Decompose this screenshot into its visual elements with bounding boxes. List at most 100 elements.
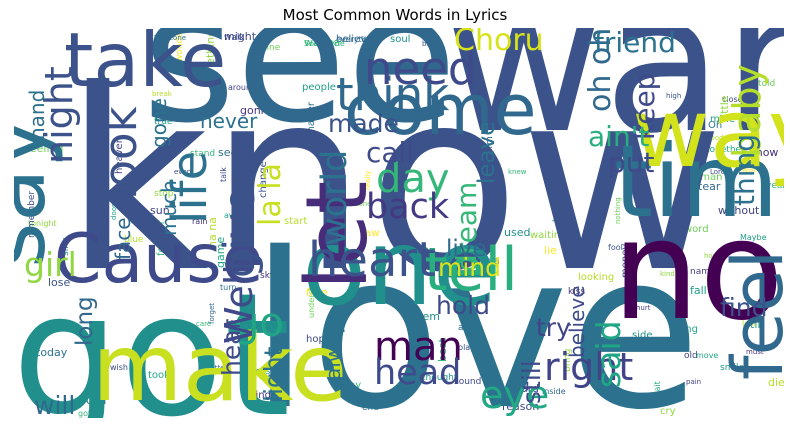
cloud-word-small: song [238, 258, 255, 266]
cloud-word-small: rain [192, 217, 207, 226]
cloud-word-small: people [302, 82, 336, 93]
cloud-word-small: change [258, 161, 269, 198]
cloud-word-small: hurt [636, 304, 651, 312]
cloud-word-small: sun [150, 204, 170, 217]
cloud-word-small: enough [230, 318, 256, 326]
cloud-word-small: something [204, 30, 217, 88]
cloud-word-small: away [224, 211, 245, 220]
cloud-word-small: good [706, 134, 723, 142]
cloud-word-hand: hand [25, 90, 49, 140]
cloud-word-face: face [111, 217, 135, 260]
cloud-word-hold: hold [436, 291, 490, 320]
cloud-word-much: much [157, 180, 181, 236]
cloud-word-know: know [64, 36, 725, 327]
cloud-word-small: going [670, 324, 698, 335]
cloud-word-small: sing [61, 237, 71, 256]
cloud-word-leave: leave [474, 122, 500, 184]
cloud-word-gone: gone [147, 98, 171, 148]
cloud-word-small: together [706, 145, 745, 155]
cloud-word-see: see [142, 28, 457, 163]
cloud-word-small: forget [208, 303, 216, 324]
cloud-word-small: around [228, 83, 256, 92]
cloud-word-small: mine [710, 114, 735, 125]
cloud-word-small: living [244, 390, 271, 401]
cloud-word-small: looking [578, 272, 614, 283]
cloud-word-small: walk [224, 33, 245, 43]
cloud-word-will: will [34, 391, 75, 418]
cloud-word-small: took [148, 370, 170, 381]
cloud-word-small: feeling [26, 142, 63, 155]
cloud-word-small: run [88, 343, 103, 353]
cloud-word-believe: believe [565, 285, 589, 358]
cloud-word-small: woman [686, 172, 723, 183]
cloud-word-light: light [259, 346, 288, 402]
cloud-word-small: till [750, 318, 763, 331]
cloud-word-small: kiss [568, 287, 585, 297]
cloud-word-alway: alway [321, 322, 345, 380]
cloud-word-small: seen [218, 146, 244, 159]
cloud-word-feel: feel [717, 250, 784, 380]
cloud-word-small: gotta [78, 409, 99, 418]
cloud-word-look: look [94, 106, 147, 200]
cloud-word-small: Sometime [304, 39, 345, 48]
cloud-word-small: heaven [114, 137, 125, 174]
cloud-word-small: Oh [708, 120, 722, 131]
cloud-word-small: close [722, 95, 743, 104]
cloud-word-live: live [446, 236, 487, 262]
cloud-word-small: money [620, 244, 631, 278]
cloud-word-small: someone [154, 34, 186, 42]
cloud-word-small: stop [154, 189, 174, 199]
cloud-word-call: call [366, 136, 414, 169]
cloud-word-small: waiting [530, 230, 566, 241]
cloud-word-small: boy [422, 40, 435, 48]
cloud-word-keep: keep [628, 73, 661, 140]
cloud-word-hear: hear [217, 318, 246, 376]
cloud-word-small: pain [686, 378, 701, 386]
cloud-word-small: arm [485, 136, 495, 154]
cloud-word-small: old [684, 351, 698, 361]
cloud-word-love: love [250, 206, 701, 418]
cloud-word-small: word [684, 224, 709, 235]
cloud-word-small: inside [542, 387, 566, 396]
cloud-word-want: want [444, 28, 784, 176]
cloud-word-small: play [458, 343, 475, 352]
cloud-word-small: best [436, 338, 449, 362]
cloud-word-girl: girl [24, 245, 77, 284]
cloud-word-small: wanna [304, 36, 340, 49]
cloud-word-take: take [64, 28, 226, 104]
cloud-word-small: watch [742, 165, 766, 174]
cloud-word-small: sky [260, 271, 276, 281]
cloud-word-baby: baby [725, 64, 769, 158]
cloud-word-choru: Choru [454, 28, 544, 58]
cloud-word-small: die [768, 376, 784, 389]
cloud-word-small: hard [514, 382, 539, 395]
cloud-word-small: wish [110, 363, 128, 372]
cloud-word-small: gonna [240, 104, 274, 117]
cloud-word-small: saw [360, 228, 380, 239]
cloud-word-small: hope [306, 334, 331, 345]
cloud-word-need: need [364, 42, 476, 95]
cloud-word-time: time [614, 123, 784, 240]
cloud-word-small: talk [219, 167, 228, 182]
cloud-word-mind: mind [438, 253, 501, 282]
cloud-word-small: remember [27, 191, 37, 238]
cloud-word-small: tonight [28, 219, 57, 228]
cloud-word-ain-t: ain't [588, 120, 649, 153]
cloud-word-say: say [14, 116, 65, 268]
cloud-word-small: used [504, 226, 530, 239]
cloud-word-small: today [36, 346, 68, 359]
cloud-word-small: believe [336, 34, 372, 45]
cloud-word-small: without [718, 204, 760, 217]
cloud-word-small: show [750, 146, 778, 159]
cloud-word-night: night [37, 66, 81, 164]
cloud-word-said: said [589, 320, 628, 388]
cloud-word-small: high [666, 92, 681, 100]
cloud-word-made: made [328, 109, 399, 138]
cloud-word-small: understand [307, 272, 316, 318]
cloud-word-dream: dream [450, 182, 483, 272]
cloud-word-small: wonder [175, 28, 185, 62]
cloud-word-small: guess [244, 367, 271, 377]
cloud-word-small: blue [124, 235, 144, 245]
cloud-word-one: one [302, 207, 497, 329]
cloud-word-small: better [206, 364, 228, 372]
